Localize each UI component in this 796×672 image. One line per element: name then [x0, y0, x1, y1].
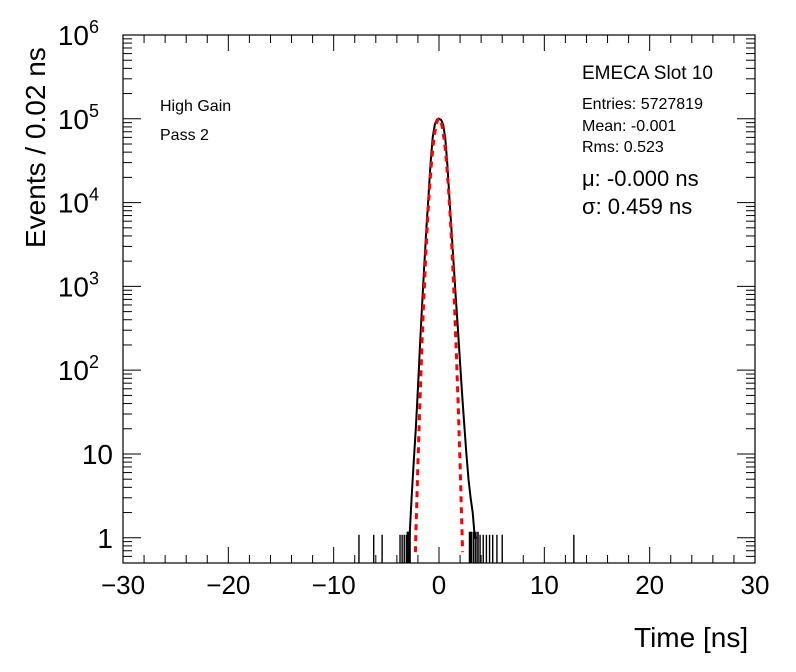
fit-layer: [413, 117, 465, 553]
fit-mu: μ: -0.000 ns: [582, 166, 699, 191]
stats-rms: Rms: 0.523: [582, 139, 664, 156]
x-tick-label: 30: [741, 570, 770, 600]
x-tick-label: 20: [635, 570, 664, 600]
y-tick-label: 104: [58, 185, 99, 219]
y-tick-label: 106: [58, 17, 99, 51]
x-tick-label: 0: [432, 570, 446, 600]
gain-annotation: High Gain: [160, 98, 232, 115]
y-tick-label: 10: [82, 439, 113, 470]
histogram-layer: [358, 117, 575, 563]
y-tick-label: 105: [58, 101, 99, 135]
x-axis-label: Time [ns]: [634, 622, 749, 653]
gaussian-fit-curve: [413, 117, 465, 553]
x-tick-label: −20: [206, 570, 250, 600]
chart-title: EMECA Slot 10: [582, 63, 713, 84]
y-tick-label: 102: [58, 352, 99, 386]
y-axis-label: Events / 0.02 ns: [20, 47, 51, 248]
y-tick-label: 103: [58, 268, 99, 302]
y-tick-label: 1: [97, 523, 113, 554]
histogram-outline: [408, 117, 477, 539]
fit-sigma: σ: 0.459 ns: [582, 194, 693, 219]
pass-annotation: Pass 2: [160, 127, 209, 144]
x-tick-label: −10: [312, 570, 356, 600]
x-tick-label: 10: [530, 570, 559, 600]
x-tick-label: −30: [101, 570, 145, 600]
axes-layer: −30 −20 −10 0 10 20 30 1 10 102 103 104 105 106: [58, 17, 770, 600]
stats-mean: Mean: -0.001: [582, 118, 677, 135]
stats-entries: Entries: 5727819: [582, 96, 703, 113]
